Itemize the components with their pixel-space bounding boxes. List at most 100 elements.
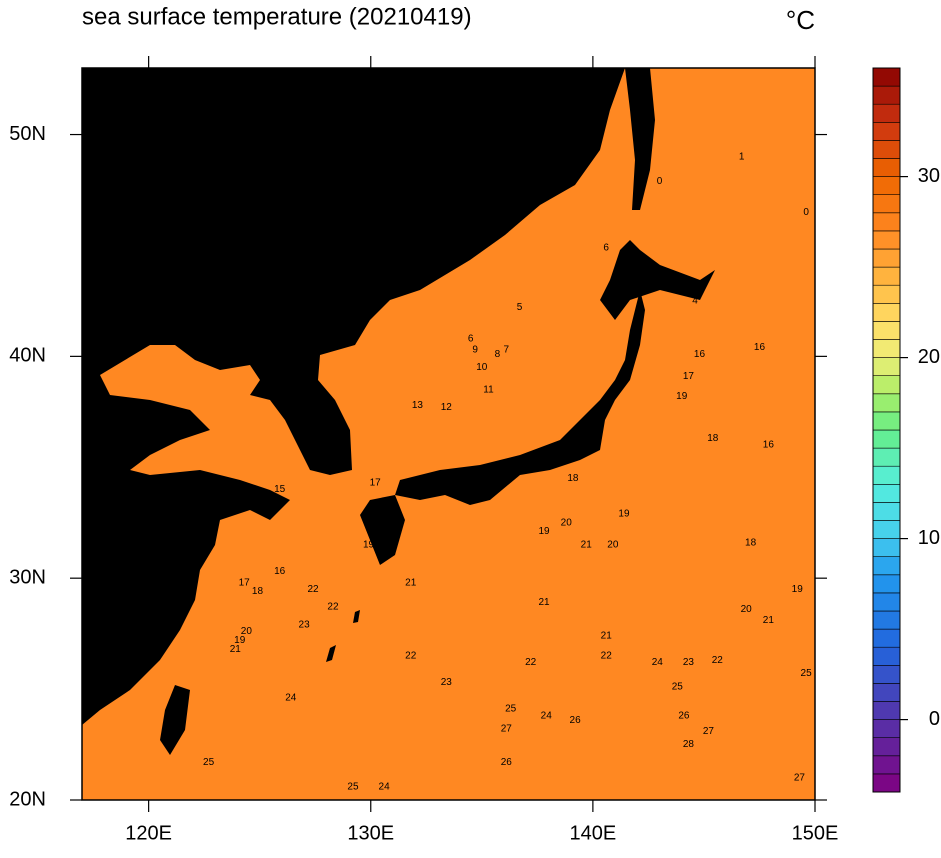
- contour-label: 26: [501, 757, 513, 768]
- continent: [82, 68, 625, 725]
- contour-label: 16: [763, 440, 775, 451]
- contour-label: 12: [441, 402, 453, 413]
- contour-label: 25: [672, 682, 684, 693]
- contour-label: 15: [274, 484, 286, 495]
- contour-label: 26: [570, 715, 582, 726]
- contour-label: 24: [652, 657, 664, 668]
- colorbar-box: [872, 628, 901, 648]
- contour-label: 24: [541, 710, 553, 721]
- taiwan: [160, 685, 190, 755]
- colorbar-box: [872, 67, 901, 87]
- colorbar-box: [872, 556, 901, 576]
- contour-label: 17: [239, 577, 251, 588]
- contour-label: 23: [441, 677, 453, 688]
- land: [82, 68, 715, 755]
- colorbar-box: [872, 230, 901, 250]
- contour-label: 20: [561, 517, 573, 528]
- contour-label: 21: [405, 577, 417, 588]
- x-tick-label: 130E: [347, 822, 394, 844]
- contour-label: 25: [347, 781, 359, 792]
- colorbar-box: [872, 574, 901, 594]
- colorbar-box: [872, 592, 901, 612]
- colorbar-box: [872, 755, 901, 775]
- colorbar: 0 10 20 30: [872, 67, 940, 793]
- colorbar-tick-label: 0: [929, 708, 940, 730]
- colorbar-box: [872, 302, 901, 322]
- colorbar-box: [872, 248, 901, 268]
- colorbar-tick-label: 20: [918, 346, 940, 368]
- colorbar-frame: [872, 67, 901, 793]
- contour-label: 27: [703, 726, 715, 737]
- y-tick-label: 40N: [9, 345, 46, 367]
- colorbar-box: [872, 538, 901, 557]
- colorbar-box: [872, 737, 901, 757]
- y-tick-label: 30N: [9, 566, 46, 588]
- colorbar-box: [872, 520, 901, 539]
- y-tick-label: 50N: [9, 123, 46, 145]
- contour-label: 18: [567, 473, 579, 484]
- contour-label: 8: [495, 349, 501, 360]
- x-tick-label: 150E: [792, 822, 839, 844]
- colorbar-box: [872, 103, 901, 123]
- colorbar-box: [872, 357, 901, 377]
- contour-label: 24: [285, 693, 297, 704]
- contour-label: 16: [274, 566, 286, 577]
- contour-label: 28: [683, 739, 695, 750]
- contour-label: 17: [370, 477, 382, 488]
- colorbar-box: [872, 429, 901, 449]
- y-tick-label: 20N: [9, 788, 46, 810]
- contour-label: 19: [234, 635, 246, 646]
- colorbar-box: [872, 284, 901, 304]
- contour-label: 22: [712, 655, 724, 666]
- colorbar-box: [872, 502, 901, 521]
- colorbar-box: [872, 664, 901, 684]
- contour-label: 22: [601, 650, 613, 661]
- colorbar-box: [872, 610, 901, 630]
- colorbar-tick-label: 30: [918, 165, 940, 187]
- map-frame: [81, 67, 816, 801]
- contour-label: 21: [538, 597, 550, 608]
- contour-label: 19: [538, 526, 550, 537]
- contour-label: 18: [252, 586, 264, 597]
- contour-label: 21: [581, 540, 593, 551]
- colorbar-box: [872, 158, 901, 177]
- colorbar-box: [872, 683, 901, 702]
- contour-label: 26: [678, 710, 690, 721]
- colorbar-box: [872, 701, 901, 720]
- contour-label: 18: [707, 433, 719, 444]
- contour-label: 22: [405, 650, 417, 661]
- axes: 120E 130E 140E 150E 20N 30N 40N 50N: [9, 56, 838, 844]
- contour-label: 7: [503, 344, 509, 355]
- contour-label: 22: [327, 602, 339, 613]
- contour-label: 19: [618, 508, 630, 519]
- contour-label: 22: [307, 584, 319, 595]
- colorbar-box: [872, 122, 901, 141]
- contour-label: 22: [525, 657, 537, 668]
- x-tick-label: 120E: [125, 822, 172, 844]
- contour-label: 5: [517, 302, 523, 313]
- contour-label: 19: [792, 584, 804, 595]
- contour-label: 19: [676, 391, 688, 402]
- contour-label: 20: [607, 540, 619, 551]
- contour-label: 27: [501, 724, 513, 735]
- colorbar-box: [872, 483, 901, 503]
- contour-label: 25: [801, 668, 813, 679]
- contour-label: 25: [505, 704, 517, 715]
- contour-label: 10: [476, 362, 488, 373]
- sakhalin: [625, 68, 655, 210]
- contour-label: 27: [794, 772, 806, 783]
- contour-label: 20: [741, 604, 753, 615]
- colorbar-box: [872, 411, 901, 431]
- colorbar-box: [872, 375, 901, 395]
- colorbar-box: [872, 212, 901, 232]
- colorbar-box: [872, 646, 901, 666]
- colorbar-box: [872, 194, 901, 214]
- kyushu: [360, 495, 405, 565]
- x-tick-label: 140E: [570, 822, 617, 844]
- colorbar-box: [872, 321, 901, 340]
- contour-label: 18: [745, 537, 757, 548]
- amami: [353, 610, 360, 623]
